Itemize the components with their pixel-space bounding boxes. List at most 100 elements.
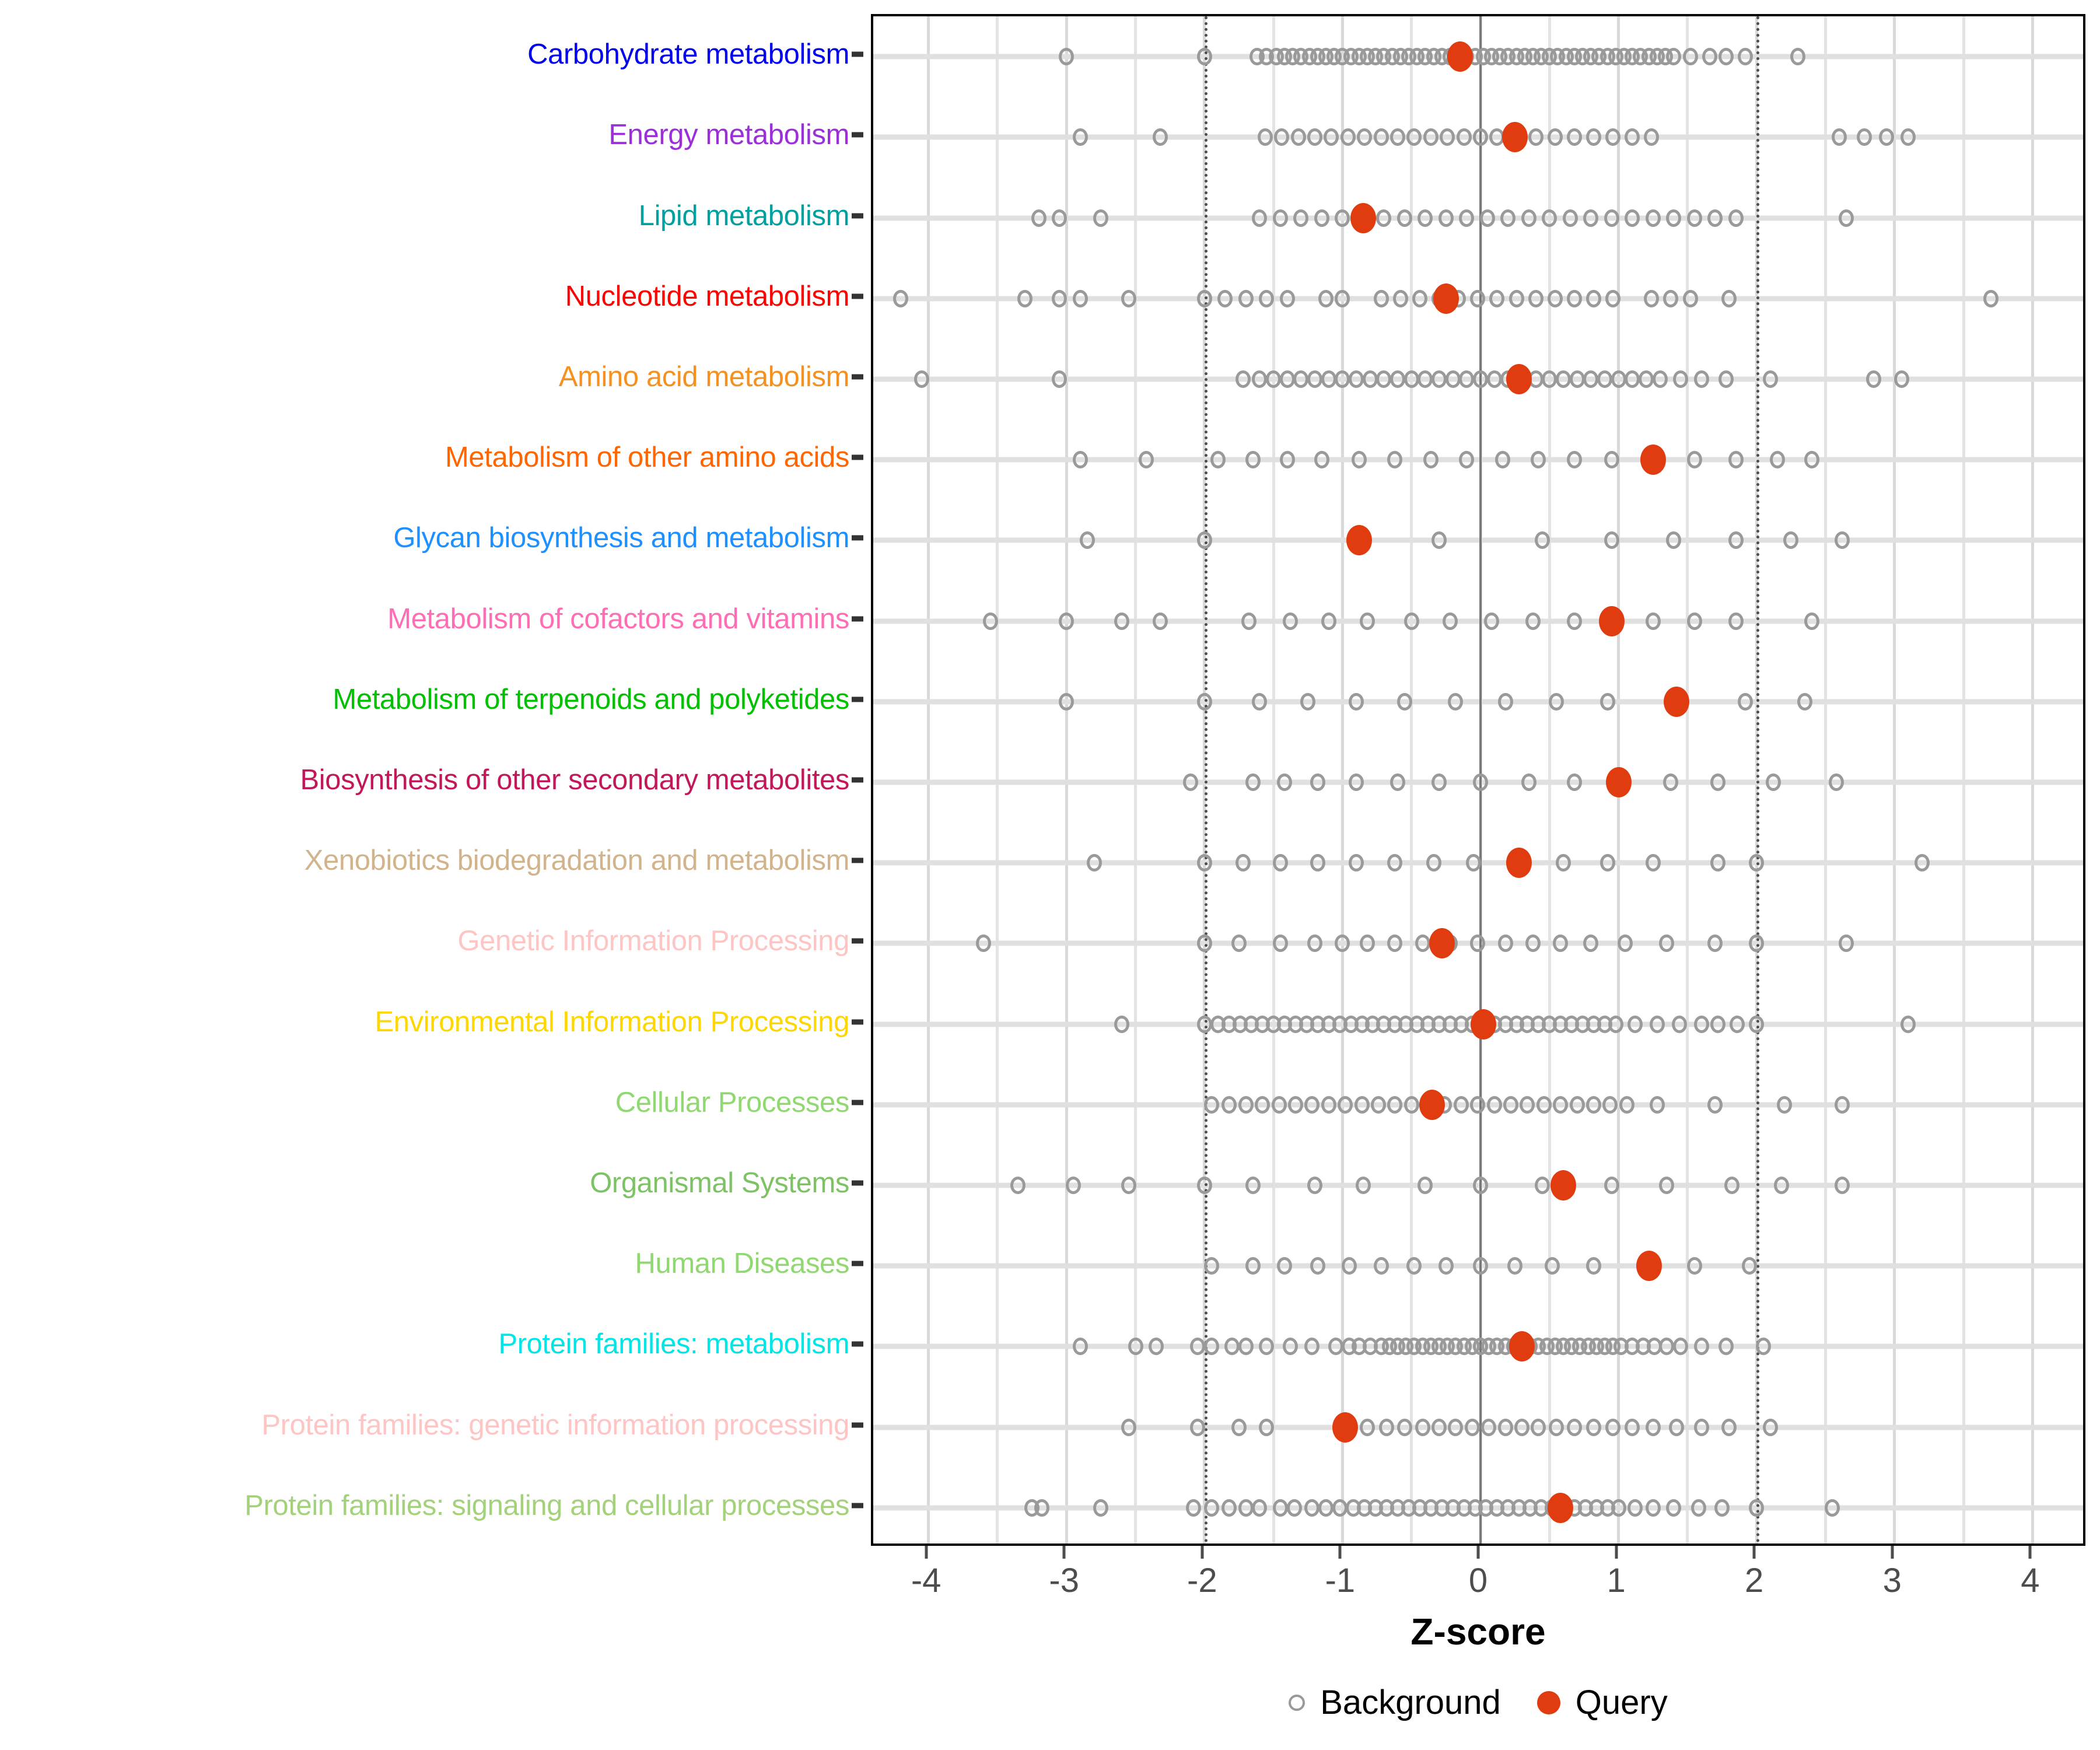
y-axis-tick: [852, 1019, 863, 1025]
query-point[interactable]: [1550, 1170, 1576, 1201]
legend-item-query[interactable]: Query: [1536, 1683, 1668, 1722]
background-point: [1196, 531, 1212, 550]
background-point: [1583, 935, 1599, 953]
y-axis-tick: [852, 1261, 863, 1266]
background-point: [1566, 774, 1582, 791]
background-point: [1668, 1418, 1684, 1436]
y-axis-category-label: Protein families: genetic information pr…: [261, 1409, 849, 1441]
background-point: [1274, 128, 1290, 146]
query-point[interactable]: [1605, 767, 1632, 797]
y-axis-tick: [852, 535, 863, 541]
background-point: [1525, 935, 1541, 953]
background-point: [1627, 1499, 1643, 1517]
background-point: [1426, 854, 1441, 872]
background-point: [1272, 935, 1288, 953]
background-point: [1605, 128, 1621, 146]
background-point: [1257, 128, 1273, 146]
background-point: [1553, 1096, 1569, 1114]
background-point: [1277, 774, 1293, 791]
background-point: [1445, 370, 1461, 388]
query-point[interactable]: [1447, 41, 1473, 72]
background-point: [1479, 209, 1495, 227]
x-axis-tick: [1200, 1546, 1204, 1559]
background-point: [1286, 1499, 1302, 1517]
query-point[interactable]: [1506, 363, 1532, 394]
background-point: [1373, 1257, 1389, 1275]
background-point: [1059, 692, 1074, 710]
query-point[interactable]: [1548, 1492, 1574, 1523]
background-point: [1059, 612, 1074, 630]
background-point: [1418, 370, 1433, 388]
background-point: [1528, 128, 1544, 146]
background-point: [1742, 1257, 1758, 1275]
background-point: [1464, 1418, 1480, 1436]
background-point: [1673, 370, 1689, 388]
background-point: [1486, 1096, 1502, 1114]
query-point[interactable]: [1502, 122, 1528, 153]
background-point: [1521, 209, 1536, 227]
x-axis-tick: [2028, 1546, 2032, 1559]
background-point: [1645, 209, 1661, 227]
background-point: [1390, 128, 1406, 146]
background-point: [1604, 531, 1619, 550]
background-point: [1586, 1418, 1601, 1436]
background-point: [1536, 1096, 1552, 1114]
background-point: [1379, 1418, 1395, 1436]
background-point: [1915, 854, 1930, 872]
background-point: [1730, 1015, 1745, 1033]
open-circle-marker-icon: [1289, 1694, 1306, 1711]
y-axis-tick: [852, 51, 863, 57]
x-axis-tick: [1891, 1546, 1894, 1559]
background-point: [1390, 774, 1406, 791]
background-point: [1438, 1257, 1454, 1275]
y-axis-tick: [852, 696, 863, 702]
background-point: [1618, 935, 1633, 953]
y-axis-tick: [852, 1422, 863, 1428]
query-point[interactable]: [1433, 283, 1459, 314]
query-point[interactable]: [1346, 525, 1372, 556]
background-point: [1749, 1015, 1765, 1033]
background-point: [1481, 1418, 1497, 1436]
background-point: [1332, 1499, 1348, 1517]
query-point[interactable]: [1506, 848, 1532, 878]
legend-item-background[interactable]: Background: [1289, 1683, 1501, 1722]
background-point: [1466, 854, 1482, 872]
background-point: [1279, 451, 1295, 469]
query-point[interactable]: [1470, 1009, 1496, 1040]
background-point: [1310, 854, 1325, 872]
query-point[interactable]: [1640, 444, 1666, 475]
background-point: [1287, 1096, 1303, 1114]
query-point[interactable]: [1350, 202, 1376, 233]
query-point[interactable]: [1598, 606, 1625, 636]
background-point: [1619, 1096, 1634, 1114]
y-axis-category-label: Energy metabolism: [608, 119, 849, 151]
background-point: [1804, 451, 1819, 469]
background-point: [1866, 370, 1882, 388]
background-point: [1738, 48, 1754, 66]
query-point[interactable]: [1663, 686, 1689, 717]
query-point[interactable]: [1419, 1089, 1446, 1120]
background-point: [1245, 1177, 1261, 1195]
background-point: [1547, 128, 1563, 146]
y-axis-tick: [852, 1341, 863, 1347]
y-axis-label-column: Carbohydrate metabolism Energy metabolism…: [0, 0, 863, 1552]
background-point: [1387, 451, 1403, 469]
background-point: [1673, 1338, 1689, 1356]
background-point: [1238, 289, 1254, 307]
background-point: [1566, 289, 1582, 307]
background-point: [1387, 935, 1403, 953]
query-point[interactable]: [1429, 928, 1455, 959]
background-point: [1645, 1499, 1661, 1517]
background-point: [1459, 451, 1475, 469]
background-point: [1566, 451, 1582, 469]
query-point[interactable]: [1636, 1251, 1662, 1282]
background-point: [1834, 531, 1850, 550]
background-point: [1597, 370, 1612, 388]
background-point: [1307, 935, 1323, 953]
background-point: [1649, 1096, 1665, 1114]
query-point[interactable]: [1332, 1412, 1359, 1443]
background-point: [1663, 774, 1679, 791]
query-point[interactable]: [1508, 1331, 1535, 1362]
background-point: [1376, 370, 1392, 388]
x-axis-tick-label: 2: [1745, 1562, 1764, 1600]
